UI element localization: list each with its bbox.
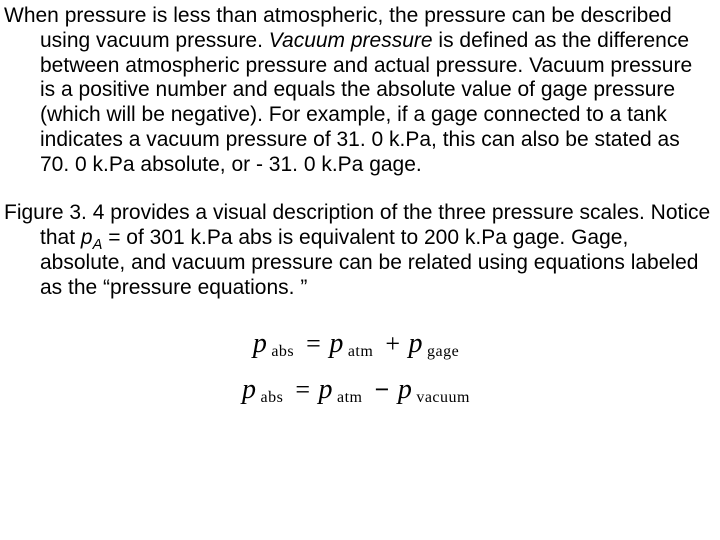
plus-sign: + xyxy=(385,331,400,357)
term-vacuum-pressure: Vacuum pressure xyxy=(269,29,433,52)
equals-sign: = xyxy=(306,331,321,357)
subscript-atm: atm xyxy=(337,390,363,406)
variable-p: p xyxy=(408,330,423,358)
equations-block: p abs = p atm + p gage p abs = p atm − p… xyxy=(4,330,712,404)
subscript-abs: abs xyxy=(261,390,284,406)
variable-p: p xyxy=(398,376,413,404)
subscript-atm: atm xyxy=(348,344,374,360)
subscript-vacuum: vacuum xyxy=(416,390,470,406)
variable-p: p xyxy=(319,376,334,404)
equation-pabs-vacuum: p abs = p atm − p vacuum xyxy=(242,376,474,404)
equals-sign: = xyxy=(295,377,310,403)
variable-p: p xyxy=(253,330,268,358)
minus-sign: − xyxy=(375,377,390,403)
subscript-gage: gage xyxy=(427,344,459,360)
page-root: When pressure is less than atmospheric, … xyxy=(0,0,720,540)
variable-p: p xyxy=(329,330,344,358)
text-fragment: = of 301 k.Pa abs is equivalent to 200 k… xyxy=(40,226,698,299)
paragraph-figure-reference: Figure 3. 4 provides a visual descriptio… xyxy=(4,201,712,300)
subscript-abs: abs xyxy=(271,344,294,360)
paragraph-vacuum-pressure: When pressure is less than atmospheric, … xyxy=(4,4,712,177)
variable-p: p xyxy=(242,376,257,404)
equation-pabs-gage: p abs = p atm + p gage xyxy=(253,330,463,358)
variable-p: p xyxy=(81,226,93,249)
